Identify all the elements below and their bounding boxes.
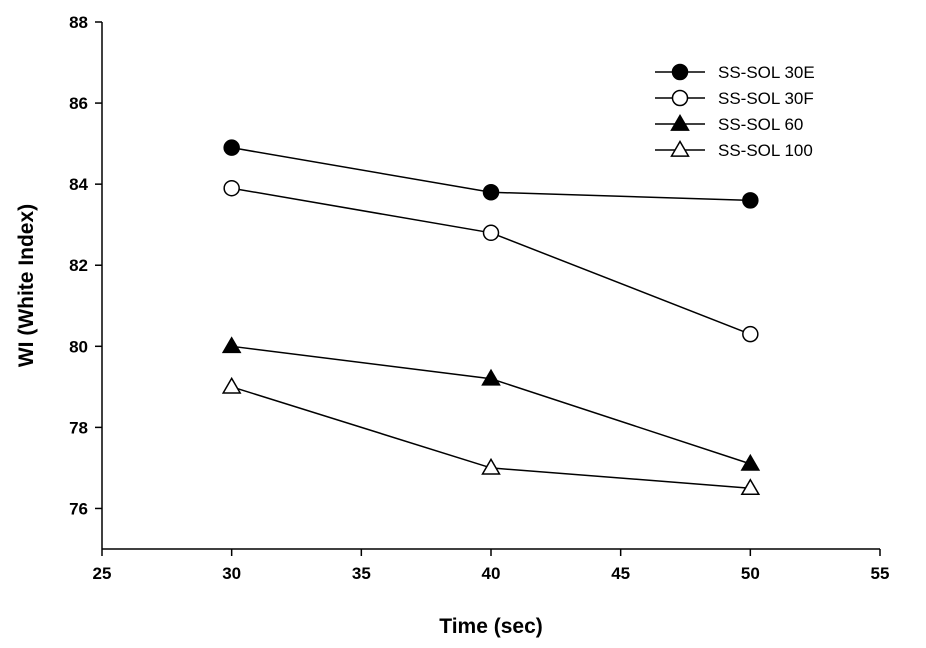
- data-point: [221, 376, 242, 394]
- series-ss-sol-30e: [223, 139, 759, 209]
- legend-entry: SS-SOL 60: [655, 114, 803, 134]
- x-tick-label: 40: [482, 564, 501, 583]
- legend-label: SS-SOL 60: [718, 115, 803, 134]
- legend-marker: [671, 89, 689, 107]
- legend-marker: [671, 63, 689, 81]
- legend-label: SS-SOL 30F: [718, 89, 814, 108]
- y-tick-label: 80: [69, 337, 88, 356]
- series-layer: [221, 139, 761, 496]
- data-point: [740, 453, 761, 471]
- y-tick-label: 82: [69, 256, 88, 275]
- y-tick-label: 84: [69, 175, 88, 194]
- data-point: [740, 478, 761, 496]
- plot-axes: 25 30 35 40 45 50 55 76 78 80 82 84 86 88: [69, 13, 889, 583]
- legend-label: SS-SOL 30E: [718, 63, 815, 82]
- data-point: [482, 224, 500, 242]
- y-tick-label: 76: [69, 499, 88, 518]
- data-point: [223, 139, 240, 156]
- chart-legend: SS-SOL 30E SS-SOL 30F SS-SOL 60 SS-SOL 100: [655, 63, 815, 160]
- data-point: [481, 368, 501, 386]
- legend-marker: [670, 114, 690, 131]
- data-point: [223, 179, 240, 197]
- data-point: [482, 184, 500, 201]
- series-ss-sol-30f: [223, 179, 759, 343]
- y-tick-label: 88: [69, 13, 88, 32]
- y-tick-label: 86: [69, 94, 88, 113]
- series-ss-sol-60: [221, 336, 761, 471]
- series-ss-sol-100: [221, 376, 761, 496]
- x-tick-label: 30: [222, 564, 241, 583]
- x-tick-label: 45: [611, 564, 630, 583]
- data-point: [481, 457, 501, 475]
- data-point: [742, 325, 759, 343]
- x-tick-label: 25: [93, 564, 112, 583]
- y-tick-label: 78: [69, 418, 88, 437]
- series-line: [231, 345, 751, 465]
- series-line: [231, 187, 751, 335]
- y-axis-title: WI (White Index): [15, 204, 38, 367]
- legend-marker: [670, 140, 690, 157]
- x-tick-label: 55: [871, 564, 890, 583]
- data-point: [742, 192, 759, 209]
- x-tick-label: 35: [352, 564, 371, 583]
- legend-entry: SS-SOL 30E: [655, 63, 815, 82]
- legend-entry: SS-SOL 100: [655, 140, 813, 160]
- legend-entry: SS-SOL 30F: [655, 89, 814, 108]
- x-tick-label: 50: [741, 564, 760, 583]
- legend-label: SS-SOL 100: [718, 141, 813, 160]
- x-axis-title: Time (sec): [439, 615, 543, 638]
- data-point: [221, 336, 242, 354]
